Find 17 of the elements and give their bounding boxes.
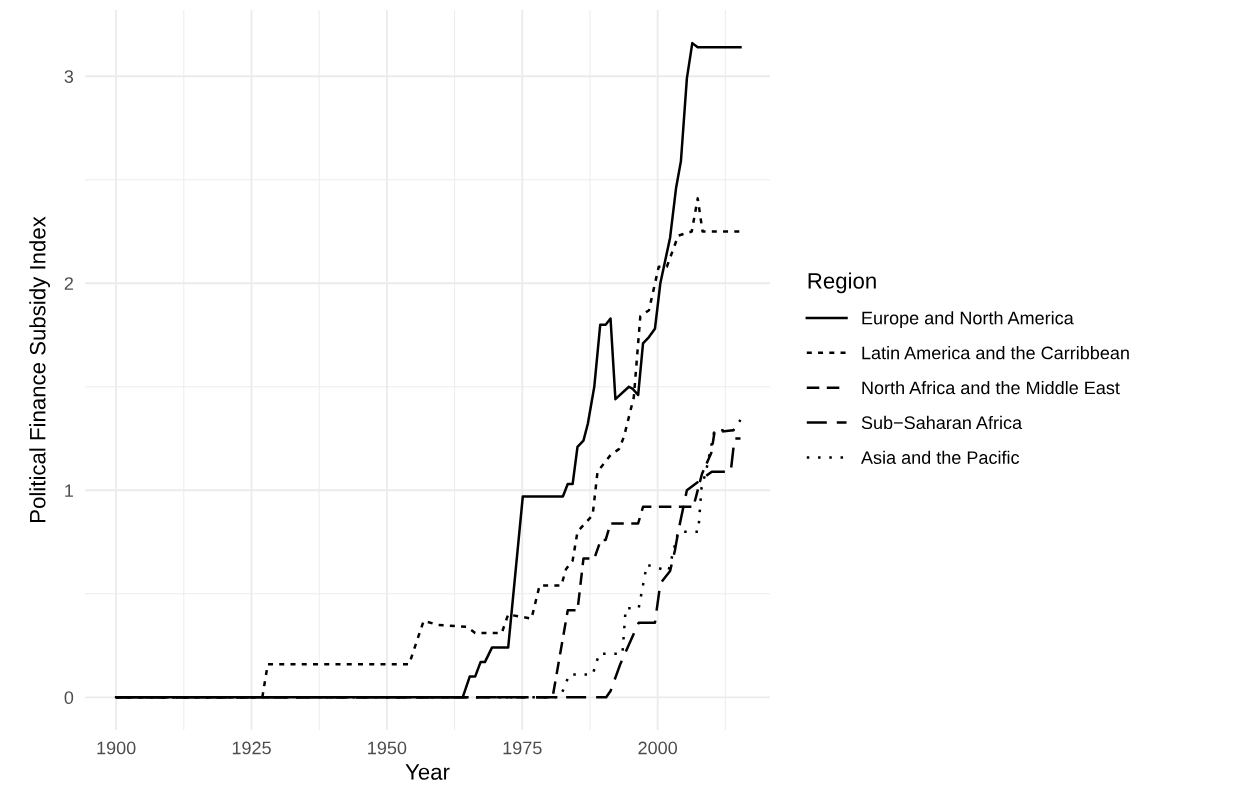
legend-label: Latin America and the Carribbean (862, 346, 1129, 360)
y-tick-label: 1 (65, 484, 74, 497)
y-tick-label: 0 (64, 691, 74, 705)
legend-label: North Africa and the Middle East (862, 380, 1120, 395)
y-tick-label: 3 (64, 70, 74, 83)
x-tick-label: 2000 (638, 741, 678, 755)
y-tick-label: 2 (64, 277, 73, 290)
x-axis-title: Year (405, 764, 450, 780)
legend-label: Europe and North America (862, 311, 1074, 329)
y-axis-title: Political Finance Subsidy Index (29, 216, 50, 522)
legend-label: Asia and the Pacific (861, 450, 1020, 465)
x-tick-label: 1900 (97, 741, 136, 755)
x-tick-label: 1950 (368, 741, 407, 755)
x-tick-label: 1975 (503, 741, 542, 755)
legend-title: Region (808, 272, 876, 294)
legend-label: Sub−Saharan Africa (861, 415, 1023, 430)
x-tick-label: 1925 (232, 741, 271, 755)
